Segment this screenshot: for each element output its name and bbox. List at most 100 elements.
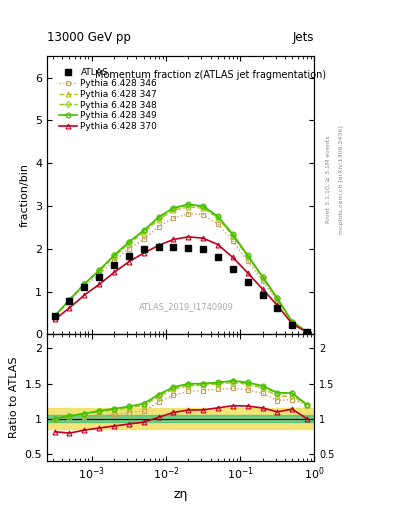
Pythia 6.428 346 xyxy=(127,246,131,252)
Pythia 6.428 347 xyxy=(97,268,102,274)
Pythia 6.428 348 xyxy=(290,318,294,325)
Pythia 6.428 347 xyxy=(127,241,131,247)
Pythia 6.428 348 xyxy=(305,329,309,335)
Pythia 6.428 346 xyxy=(186,210,191,217)
Pythia 6.428 349 xyxy=(67,296,72,303)
Line: Pythia 6.428 349: Pythia 6.428 349 xyxy=(52,202,309,334)
Text: Jets: Jets xyxy=(293,31,314,44)
Line: ATLAS: ATLAS xyxy=(51,244,310,335)
Pythia 6.428 370 xyxy=(186,234,191,240)
ATLAS xyxy=(275,305,280,311)
Pythia 6.428 348 xyxy=(201,204,206,210)
Pythia 6.428 370 xyxy=(112,269,116,275)
Pythia 6.428 348 xyxy=(52,313,57,319)
Pythia 6.428 346 xyxy=(230,238,235,244)
Bar xyxy=(47,415,314,422)
Pythia 6.428 349 xyxy=(156,214,161,220)
Pythia 6.428 349 xyxy=(97,267,102,273)
Pythia 6.428 370 xyxy=(171,237,176,243)
Pythia 6.428 346 xyxy=(97,271,102,277)
Pythia 6.428 347 xyxy=(186,204,191,210)
Pythia 6.428 349 xyxy=(52,313,57,319)
Pythia 6.428 348 xyxy=(67,296,72,303)
Pythia 6.428 347 xyxy=(141,229,146,236)
Pythia 6.428 349 xyxy=(245,252,250,259)
Pythia 6.428 347 xyxy=(215,215,220,221)
Pythia 6.428 349 xyxy=(230,231,235,238)
ATLAS xyxy=(141,246,146,252)
Pythia 6.428 370 xyxy=(290,321,294,327)
Pythia 6.428 348 xyxy=(230,231,235,238)
Pythia 6.428 346 xyxy=(156,224,161,230)
Pythia 6.428 347 xyxy=(305,329,309,335)
Pythia 6.428 348 xyxy=(141,228,146,234)
ATLAS xyxy=(201,246,206,252)
Line: Pythia 6.428 347: Pythia 6.428 347 xyxy=(52,204,309,334)
ATLAS xyxy=(186,245,191,251)
Line: Pythia 6.428 370: Pythia 6.428 370 xyxy=(52,234,309,335)
Pythia 6.428 348 xyxy=(82,281,87,287)
Pythia 6.428 370 xyxy=(67,305,72,311)
Pythia 6.428 370 xyxy=(127,259,131,265)
Legend: ATLAS, Pythia 6.428 346, Pythia 6.428 347, Pythia 6.428 348, Pythia 6.428 349, P: ATLAS, Pythia 6.428 346, Pythia 6.428 34… xyxy=(57,67,159,133)
Pythia 6.428 370 xyxy=(156,242,161,248)
ATLAS xyxy=(215,253,220,260)
Pythia 6.428 346 xyxy=(112,258,116,264)
Pythia 6.428 347 xyxy=(156,217,161,223)
Pythia 6.428 349 xyxy=(141,227,146,233)
Pythia 6.428 347 xyxy=(52,313,57,319)
ATLAS xyxy=(156,244,161,250)
Pythia 6.428 370 xyxy=(305,329,309,335)
Pythia 6.428 346 xyxy=(305,329,309,335)
Pythia 6.428 347 xyxy=(67,296,72,303)
Pythia 6.428 347 xyxy=(290,319,294,325)
Text: ATLAS_2019_I1740909: ATLAS_2019_I1740909 xyxy=(139,302,233,311)
Pythia 6.428 347 xyxy=(245,253,250,260)
ATLAS xyxy=(260,292,265,298)
Pythia 6.428 347 xyxy=(171,207,176,214)
Pythia 6.428 347 xyxy=(201,205,206,211)
Pythia 6.428 348 xyxy=(275,295,280,302)
Pythia 6.428 370 xyxy=(230,254,235,261)
Pythia 6.428 349 xyxy=(112,252,116,259)
ATLAS xyxy=(305,329,309,335)
ATLAS xyxy=(52,313,57,319)
Pythia 6.428 370 xyxy=(275,302,280,308)
Pythia 6.428 348 xyxy=(260,274,265,280)
Pythia 6.428 370 xyxy=(201,235,206,241)
Pythia 6.428 347 xyxy=(112,253,116,260)
Pythia 6.428 349 xyxy=(127,239,131,245)
Pythia 6.428 346 xyxy=(52,313,57,319)
Pythia 6.428 346 xyxy=(67,298,72,304)
Pythia 6.428 370 xyxy=(97,281,102,287)
Pythia 6.428 349 xyxy=(201,203,206,209)
Pythia 6.428 370 xyxy=(82,292,87,298)
Pythia 6.428 347 xyxy=(260,275,265,281)
Pythia 6.428 349 xyxy=(305,329,309,335)
Pythia 6.428 346 xyxy=(82,284,87,290)
ATLAS xyxy=(67,298,72,304)
Pythia 6.428 346 xyxy=(201,211,206,218)
ATLAS xyxy=(290,322,294,328)
Pythia 6.428 348 xyxy=(245,252,250,259)
Y-axis label: fraction/bin: fraction/bin xyxy=(20,163,29,227)
Pythia 6.428 349 xyxy=(260,273,265,280)
Pythia 6.428 348 xyxy=(156,215,161,221)
Pythia 6.428 346 xyxy=(245,258,250,264)
Text: Momentum fraction z(ATLAS jet fragmentation): Momentum fraction z(ATLAS jet fragmentat… xyxy=(95,70,327,80)
ATLAS xyxy=(245,279,250,285)
Text: Rivet 3.1.10, ≥ 3.1M events: Rivet 3.1.10, ≥ 3.1M events xyxy=(326,136,331,223)
Pythia 6.428 348 xyxy=(171,205,176,211)
Pythia 6.428 348 xyxy=(186,202,191,208)
ATLAS xyxy=(230,266,235,272)
Pythia 6.428 347 xyxy=(230,233,235,239)
Pythia 6.428 348 xyxy=(127,239,131,245)
Pythia 6.428 349 xyxy=(186,201,191,207)
ATLAS xyxy=(97,273,102,280)
ATLAS xyxy=(82,284,87,290)
Pythia 6.428 348 xyxy=(112,252,116,259)
Pythia 6.428 349 xyxy=(171,205,176,211)
Pythia 6.428 346 xyxy=(260,278,265,284)
Pythia 6.428 349 xyxy=(82,281,87,287)
Pythia 6.428 370 xyxy=(141,250,146,256)
